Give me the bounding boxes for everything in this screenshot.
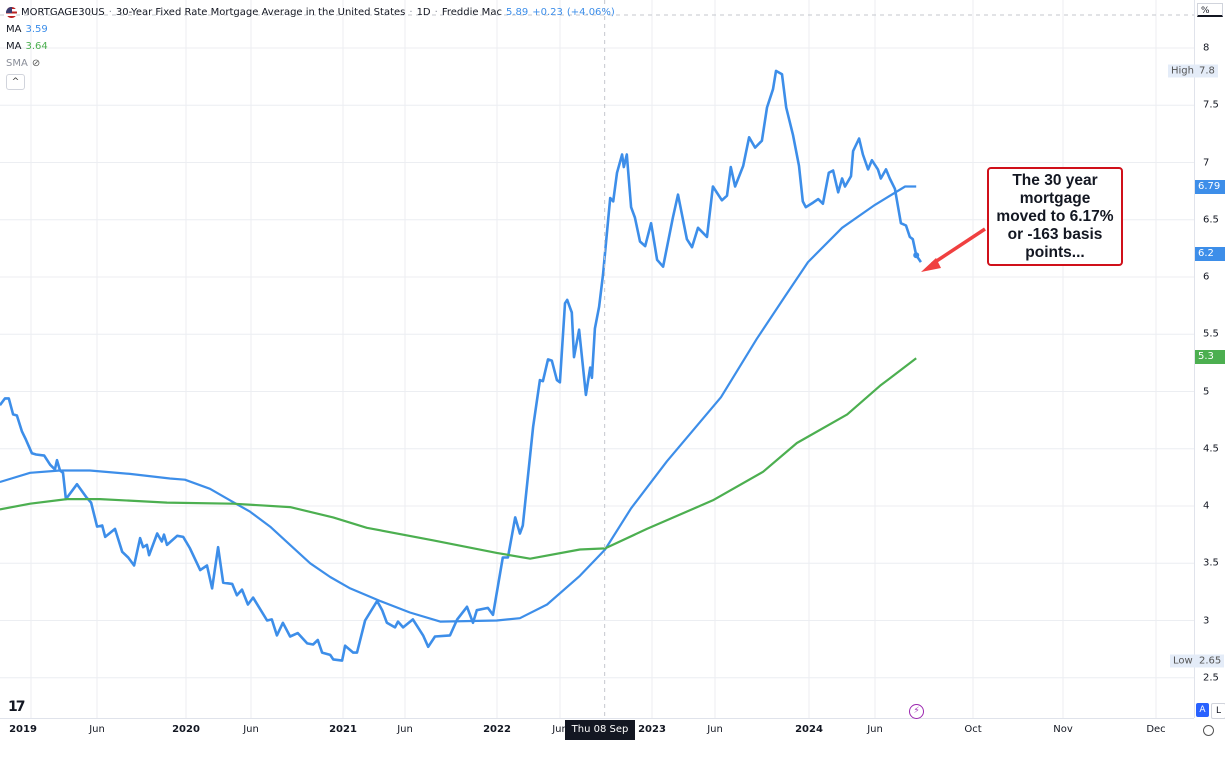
high-value: 7.8 [1196, 64, 1218, 78]
symbol-row[interactable]: MORTGAGE30US · 30-Year Fixed Rate Mortga… [6, 4, 615, 21]
time-tick: Nov [1053, 724, 1073, 735]
price-line [0, 69, 922, 662]
source: Freddie Mac [441, 7, 502, 18]
auto-scale-button[interactable]: A [1196, 703, 1209, 717]
annotation-box[interactable]: The 30 year mortgage moved to 6.17% or -… [987, 167, 1123, 266]
lightning-icon[interactable]: ⚡ [909, 704, 924, 719]
log-scale-button[interactable]: L [1211, 703, 1225, 719]
price-tick: 2.5 [1203, 672, 1219, 684]
time-tick: Jun [707, 724, 723, 735]
last-value: 5.89 [505, 7, 529, 18]
symbol: MORTGAGE30US [21, 7, 105, 18]
change: +0.23 [532, 7, 563, 18]
tradingview-logo[interactable]: 17 [8, 699, 26, 715]
indicator-ma-2[interactable]: MA 3.64 [6, 38, 615, 55]
us-flag-icon [6, 7, 17, 18]
time-tick: Jun [552, 724, 568, 735]
price-label-ma-2: 5.3 [1195, 350, 1225, 365]
chevron-up-icon: ^ [11, 77, 20, 87]
high-label: High [1171, 65, 1194, 77]
price-tick: 4 [1203, 500, 1210, 512]
price-label-ma-1: 6.79 [1195, 179, 1225, 194]
price-tick: 5.5 [1203, 328, 1219, 340]
separator: · [108, 7, 112, 18]
separator: · [409, 7, 413, 18]
ma-line-2 [0, 357, 917, 560]
time-tick: 2019 [9, 724, 37, 735]
indicator-value: 3.64 [25, 41, 48, 52]
indicator-label: MA [6, 41, 22, 52]
separator: · [434, 7, 438, 18]
ma-line-1 [0, 185, 917, 623]
collapse-legend-button[interactable]: ^ [6, 74, 25, 90]
time-tick: 2020 [172, 724, 200, 735]
chart-pane[interactable] [0, 0, 1194, 718]
price-tick: 3 [1203, 615, 1210, 626]
price-tick: 6.5 [1203, 214, 1219, 226]
time-tick: Dec [1146, 724, 1166, 735]
price-tick: 4.5 [1203, 443, 1219, 455]
change-pct: (+4.06%) [566, 7, 615, 18]
time-tick: 2024 [795, 724, 823, 735]
indicator-label: MA [6, 24, 22, 35]
interval: 1D [416, 7, 431, 18]
indicator-ma-1[interactable]: MA 3.59 [6, 21, 615, 38]
annotation-text: The 30 year mortgage moved to 6.17% or -… [996, 171, 1114, 261]
price-tick: 3.5 [1203, 557, 1219, 569]
settings-icon[interactable] [1203, 725, 1214, 736]
unit-selector[interactable]: % [1197, 3, 1223, 17]
price-tick: 8 [1203, 42, 1210, 54]
indicator-value: 3.59 [25, 24, 48, 35]
time-tick: 2022 [483, 724, 511, 735]
description: 30-Year Fixed Rate Mortgage Average in t… [115, 7, 406, 18]
last-point-marker [913, 252, 920, 259]
price-axis[interactable] [1194, 0, 1225, 718]
price-tick: 7 [1203, 157, 1210, 168]
low-label: Low [1173, 655, 1193, 667]
time-tick: Jun [867, 724, 883, 735]
crosshair-date-label: Thu 08 Sep '22 [565, 720, 635, 755]
high-marker: High [1168, 64, 1197, 78]
time-tick: Oct [964, 724, 982, 735]
price-tick: 6 [1203, 271, 1210, 283]
time-tick: Jun [397, 724, 413, 735]
chart-legend: MORTGAGE30US · 30-Year Fixed Rate Mortga… [6, 4, 615, 90]
eye-hidden-icon[interactable]: ⊘ [31, 58, 41, 69]
annotation-arrow [931, 227, 986, 266]
time-tick: Jun [89, 724, 105, 735]
indicator-label: SMA [6, 58, 28, 69]
indicator-sma[interactable]: SMA ⊘ [6, 55, 615, 72]
price-label-last: 6.2 [1195, 247, 1225, 262]
time-tick: 2023 [638, 724, 666, 735]
low-marker: Low [1170, 654, 1196, 668]
annotation-arrow-head [921, 258, 941, 272]
time-axis[interactable] [0, 718, 1194, 744]
time-tick: 2021 [329, 724, 357, 735]
price-tick: 5 [1203, 386, 1210, 397]
low-value: 2.65 [1196, 654, 1225, 668]
time-tick: Jun [243, 724, 259, 735]
price-tick: 7.5 [1203, 99, 1219, 111]
